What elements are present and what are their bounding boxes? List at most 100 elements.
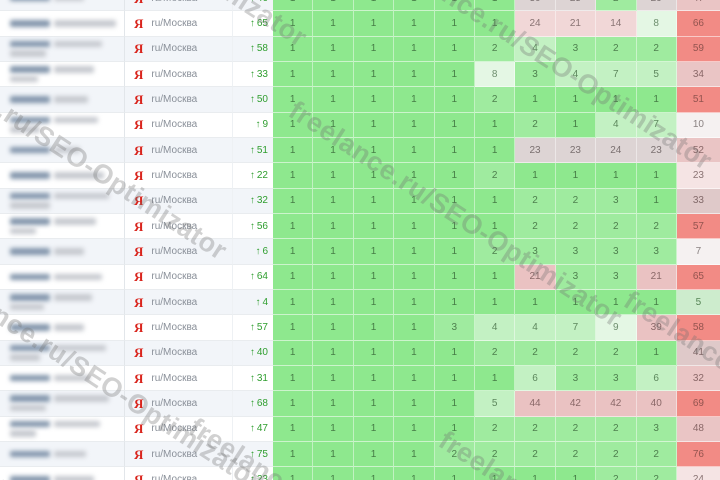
start-position-cell: 65 [676,264,720,290]
position-cell: 1 [353,416,395,442]
position-cell: 7 [555,315,597,341]
up-arrow-icon: ↑ [255,245,261,257]
yandex-icon: Я [134,370,144,386]
engine-region-label: ru/Москва [151,245,198,257]
position-cell: 1 [353,0,395,12]
position-cell: 5 [474,391,516,417]
keyword-cell-blurred[interactable] [0,87,125,113]
position-cell: 1 [273,87,314,113]
keyword-cell-blurred[interactable] [0,416,125,442]
position-cell: 1 [353,239,395,265]
blurred-text-bar [10,20,50,27]
position-cell: 2 [555,340,597,366]
keyword-cell-blurred[interactable] [0,264,125,290]
blurred-text-bar [10,218,50,225]
yandex-icon: Я [134,66,144,82]
keyword-cell-blurred[interactable] [0,137,125,164]
position-cell: 1 [596,163,637,189]
keyword-cell-blurred[interactable] [0,340,125,366]
engine-region-label: ru/Москва [151,17,198,29]
position-cell: 2 [515,441,556,468]
blurred-text-bar [54,450,86,458]
keyword-cell-blurred[interactable] [0,365,125,392]
position-cell: 1 [394,36,435,62]
position-change-cell: ↑ 4 [232,289,273,316]
up-arrow-icon: ↑ [249,423,255,435]
position-cell: 1 [273,239,314,265]
position-cell: 1 [313,36,354,62]
keyword-cell-blurred[interactable] [0,391,125,417]
position-cell: 4 [515,36,556,62]
engine-region-label: ru/Москва [151,397,198,409]
blurred-text-bar [10,294,50,301]
yandex-icon: Я [134,218,144,234]
position-cell: 1 [273,36,314,62]
keyword-cell-blurred[interactable] [0,61,125,88]
position-cell: 1 [394,137,435,164]
keyword-cell-blurred[interactable] [0,315,125,341]
keyword-cell-blurred[interactable] [0,163,125,189]
keyword-cell-blurred[interactable] [0,213,125,240]
yandex-icon: Я [134,41,144,57]
blurred-keyword-line [10,430,124,437]
blurred-text-bar [54,218,96,225]
position-cell: 3 [596,365,637,392]
position-cell: 2 [596,0,637,12]
position-cell: 30 [515,0,556,12]
position-cell: 1 [313,163,354,189]
position-cell: 2 [596,441,637,468]
position-cell: 1 [273,391,314,417]
blurred-keyword-line [10,96,124,103]
position-change-cell: ↑ 23 [232,467,273,480]
position-cell: 42 [596,391,637,417]
blurred-text-bar [10,227,36,235]
up-arrow-icon: ↑ [250,0,255,4]
start-position-cell: 5 [676,289,720,316]
position-cell: 1 [313,61,354,88]
start-position-cell: 7 [676,239,720,265]
position-cell: 1 [353,188,395,214]
position-change-cell: ↑ 51 [232,137,273,164]
position-cell: 23 [515,137,556,164]
blurred-keyword-line [10,126,124,133]
position-change-cell: ↑ 32 [232,188,273,214]
position-cell: 3 [555,239,597,265]
position-cell: 2 [596,213,637,240]
keyword-cell-blurred[interactable] [0,0,125,12]
keyword-cell-blurred[interactable] [0,441,125,468]
keyword-cell-blurred[interactable] [0,36,125,62]
blurred-keyword-line [10,344,124,352]
position-cell: 1 [313,112,354,138]
position-change-value: 40 [256,347,268,359]
yandex-icon: Я [134,446,144,462]
position-change-value: 33 [256,68,268,80]
blurred-text-bar [54,20,116,27]
blurred-keyword-line [10,450,124,458]
blurred-text-bar [10,303,44,311]
blurred-text-bar [54,0,84,2]
position-cell: 1 [313,264,354,290]
position-cell: 3 [636,416,677,442]
blurred-keyword-line [10,20,124,27]
position-cell: 1 [515,467,556,480]
keyword-cell-blurred[interactable] [0,239,125,265]
position-cell: 1 [273,340,314,366]
keyword-cell-blurred[interactable] [0,11,125,37]
keyword-cell-blurred[interactable] [0,467,125,480]
keyword-cell-blurred[interactable] [0,188,125,214]
engine-region-label: ru/Москва [151,271,198,283]
position-cell: 4 [596,112,637,138]
start-position-cell: 57 [676,213,720,240]
engine-region-label: ru/Москва [151,321,198,333]
keyword-cell-blurred[interactable] [0,112,125,138]
up-arrow-icon: ↑ [249,321,255,333]
start-position-cell: 34 [676,61,720,88]
position-cell: 5 [636,61,677,88]
keyword-cell-blurred[interactable] [0,289,125,316]
